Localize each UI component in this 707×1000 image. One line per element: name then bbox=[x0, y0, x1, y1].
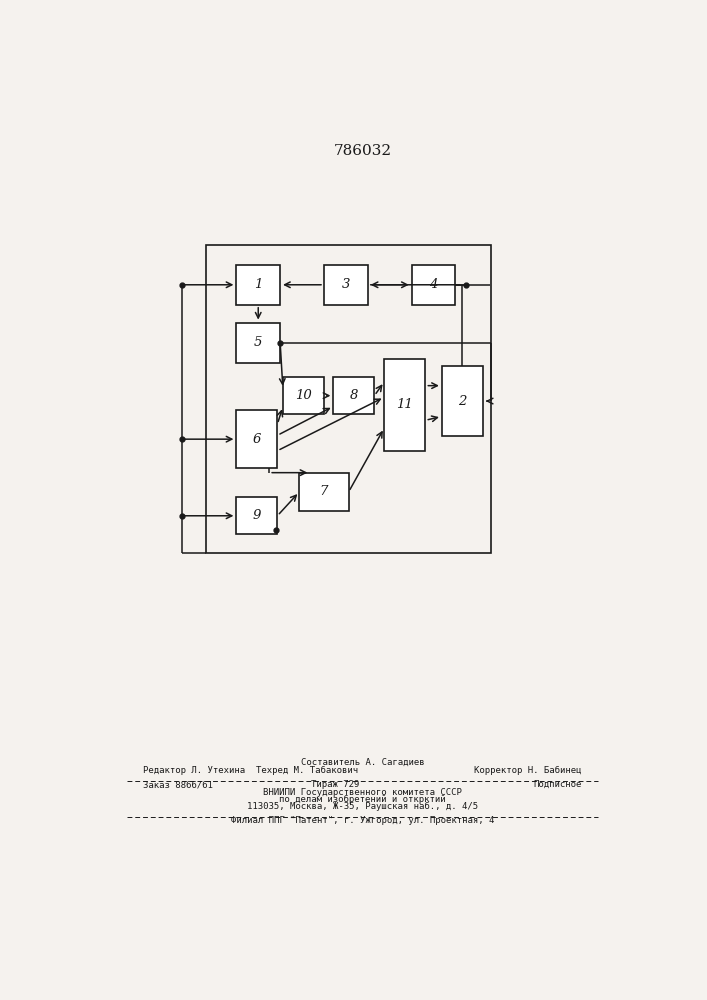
Text: Заказ 8866/61: Заказ 8866/61 bbox=[144, 780, 213, 789]
Bar bbox=[333, 377, 375, 414]
Text: 786032: 786032 bbox=[333, 144, 392, 158]
Text: по делам изобретений и открктий: по делам изобретений и открктий bbox=[279, 795, 445, 804]
Bar bbox=[236, 497, 277, 534]
Text: 8: 8 bbox=[350, 389, 358, 402]
Text: 2: 2 bbox=[458, 395, 467, 408]
Bar bbox=[283, 377, 324, 414]
Text: 10: 10 bbox=[295, 389, 312, 402]
Text: 6: 6 bbox=[252, 433, 261, 446]
Text: Составитель А. Сагадиев: Составитель А. Сагадиев bbox=[300, 758, 424, 767]
Text: 113035, Москва, Ж-35, Раушская наб., д. 4/5: 113035, Москва, Ж-35, Раушская наб., д. … bbox=[247, 802, 478, 811]
Bar bbox=[442, 366, 483, 436]
Bar bbox=[385, 359, 426, 451]
Bar bbox=[236, 323, 280, 363]
Text: 9: 9 bbox=[252, 509, 261, 522]
Bar bbox=[206, 245, 491, 553]
Text: Филиал ППГ "Патент", г. Ужгород, ул. Проектная, 4: Филиал ППГ "Патент", г. Ужгород, ул. Про… bbox=[230, 816, 494, 825]
Text: 1: 1 bbox=[254, 278, 262, 291]
Bar bbox=[299, 473, 349, 511]
Text: Тираж 729: Тираж 729 bbox=[311, 780, 359, 789]
Bar bbox=[324, 265, 368, 305]
Bar bbox=[236, 265, 280, 305]
Bar bbox=[236, 410, 277, 468]
Text: 5: 5 bbox=[254, 336, 262, 349]
Text: Подписное: Подписное bbox=[533, 780, 582, 789]
Text: 11: 11 bbox=[397, 398, 413, 411]
Text: Техред М. Табакович: Техред М. Табакович bbox=[257, 766, 358, 775]
Text: Редактор Л. Утехина: Редактор Л. Утехина bbox=[144, 766, 245, 775]
Bar bbox=[411, 265, 455, 305]
Text: 7: 7 bbox=[320, 485, 328, 498]
Text: ВНИИПИ Государственного комитета СССР: ВНИИПИ Государственного комитета СССР bbox=[263, 788, 462, 797]
Text: 3: 3 bbox=[341, 278, 350, 291]
Text: 4: 4 bbox=[429, 278, 438, 291]
Text: Корректор Н. Бабинец: Корректор Н. Бабинец bbox=[474, 766, 582, 775]
